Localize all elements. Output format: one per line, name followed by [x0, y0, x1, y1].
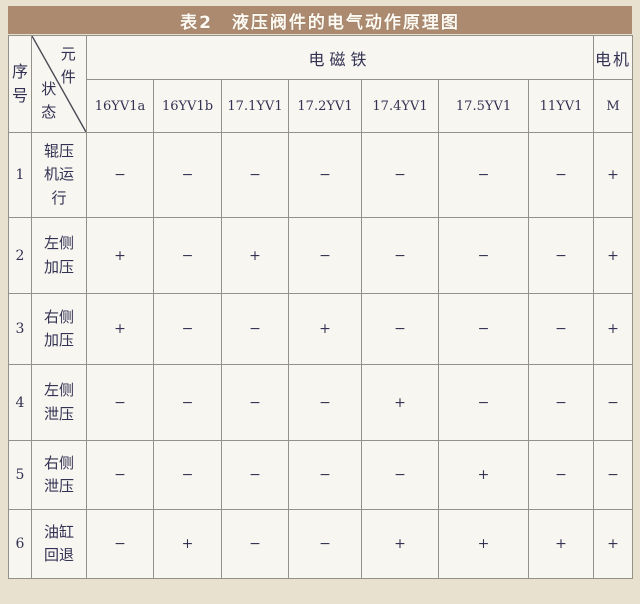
value-cell: − [438, 132, 529, 218]
value-cell: + [86, 293, 154, 365]
value-cell: − [361, 132, 439, 218]
state-cell: 辊压机运行 [31, 132, 87, 218]
value-cell: − [288, 364, 362, 441]
state-label: 右侧加压 [43, 307, 74, 349]
value-cell: − [361, 293, 439, 365]
table-row: 5 右侧泄压 − − − − − + − − [8, 440, 634, 510]
value-cell: + [361, 364, 439, 441]
table-title-bar: 表2 液压阀件的电气动作原理图 [8, 6, 632, 34]
table-row: 2 左侧加压 + − + − − − − + [8, 217, 634, 294]
value-cell: + [221, 217, 289, 294]
serial-header-label: 序号 [11, 62, 28, 105]
state-cell: 右侧加压 [31, 293, 87, 365]
value-cell: + [438, 509, 529, 579]
value-cell: − [593, 440, 634, 510]
value-cell: − [288, 132, 362, 218]
table-row: 3 右侧加压 + − − + − − − + [8, 293, 634, 365]
serial-cell: 3 [8, 293, 32, 365]
value-cell: − [153, 217, 222, 294]
ops-table: 序号 元件 状态 电磁铁 电机 16YV1a 16YV1b 17.1YV1 17… [8, 35, 634, 579]
state-cell: 右侧泄压 [31, 440, 87, 510]
value-cell: + [593, 132, 634, 218]
state-cell: 左侧加压 [31, 217, 87, 294]
value-cell: − [438, 217, 529, 294]
motor-group-header: 电机 [593, 35, 634, 80]
value-cell: − [153, 440, 222, 510]
column-header-17-2yv1: 17.2YV1 [288, 79, 362, 133]
value-cell: − [438, 293, 529, 365]
column-header-11yv1: 11YV1 [527, 79, 595, 133]
serial-cell: 5 [8, 440, 32, 510]
value-cell: − [221, 509, 289, 579]
column-header-17-4yv1: 17.4YV1 [361, 79, 439, 133]
state-cell: 油缸回退 [31, 509, 87, 579]
diagonal-line [32, 36, 86, 132]
value-cell: − [527, 217, 595, 294]
table-row: 1 辊压机运行 − − − − − − − + [8, 132, 634, 218]
value-cell: − [86, 132, 154, 218]
value-cell: + [593, 293, 634, 365]
state-cell: 左侧泄压 [31, 364, 87, 441]
value-cell: + [288, 293, 362, 365]
state-label: 油缸回退 [43, 522, 74, 564]
value-cell: − [288, 217, 362, 294]
value-cell: − [86, 364, 154, 441]
value-cell: + [153, 509, 222, 579]
value-cell: + [86, 217, 154, 294]
table-row: 4 左侧泄压 − − − − + − − − [8, 364, 634, 441]
column-header-17-1yv1: 17.1YV1 [221, 79, 289, 133]
header-row-groups: 序号 元件 状态 电磁铁 电机 [8, 35, 634, 133]
column-header-16yv1b: 16YV1b [153, 79, 222, 133]
value-cell: + [361, 509, 439, 579]
serial-cell: 6 [8, 509, 32, 579]
value-cell: − [438, 364, 529, 441]
value-cell: + [593, 217, 634, 294]
corner-cell: 元件 状态 [31, 35, 87, 133]
value-cell: − [527, 364, 595, 441]
state-label: 右侧泄压 [43, 453, 74, 495]
serial-header-cell: 序号 [8, 35, 32, 133]
table-title: 表2 液压阀件的电气动作原理图 [180, 12, 460, 33]
value-cell: − [221, 440, 289, 510]
header-row-columns: 16YV1a 16YV1b 17.1YV1 17.2YV1 17.4YV1 17… [9, 79, 634, 133]
value-cell: + [527, 509, 595, 579]
value-cell: − [361, 440, 439, 510]
value-cell: − [221, 293, 289, 365]
value-cell: − [153, 293, 222, 365]
value-cell: − [153, 364, 222, 441]
value-cell: − [153, 132, 222, 218]
column-header-17-5yv1: 17.5YV1 [438, 79, 529, 133]
electromagnet-group-header: 电磁铁 [85, 35, 595, 80]
component-label: 元件 [60, 45, 76, 86]
state-header-label: 状态 [41, 80, 57, 121]
value-cell: − [527, 132, 595, 218]
value-cell: + [438, 440, 529, 510]
serial-cell: 2 [8, 217, 32, 294]
value-cell: − [221, 364, 289, 441]
serial-cell: 4 [8, 364, 32, 441]
state-label: 左侧加压 [43, 234, 74, 276]
table-row: 6 油缸回退 − + − − + + + + [8, 509, 634, 579]
state-label: 左侧泄压 [43, 381, 74, 423]
value-cell: − [221, 132, 289, 218]
value-cell: − [527, 293, 595, 365]
serial-cell: 1 [8, 132, 32, 218]
value-cell: − [86, 440, 154, 510]
state-label: 辊压机运行 [43, 142, 74, 207]
column-header-motor-m: M [593, 79, 634, 133]
column-header-16yv1a: 16YV1a [86, 79, 154, 133]
value-cell: − [527, 440, 595, 510]
value-cell: − [288, 509, 362, 579]
value-cell: − [288, 440, 362, 510]
value-cell: − [86, 509, 154, 579]
value-cell: − [361, 217, 439, 294]
value-cell: + [593, 509, 634, 579]
value-cell: − [593, 364, 634, 441]
